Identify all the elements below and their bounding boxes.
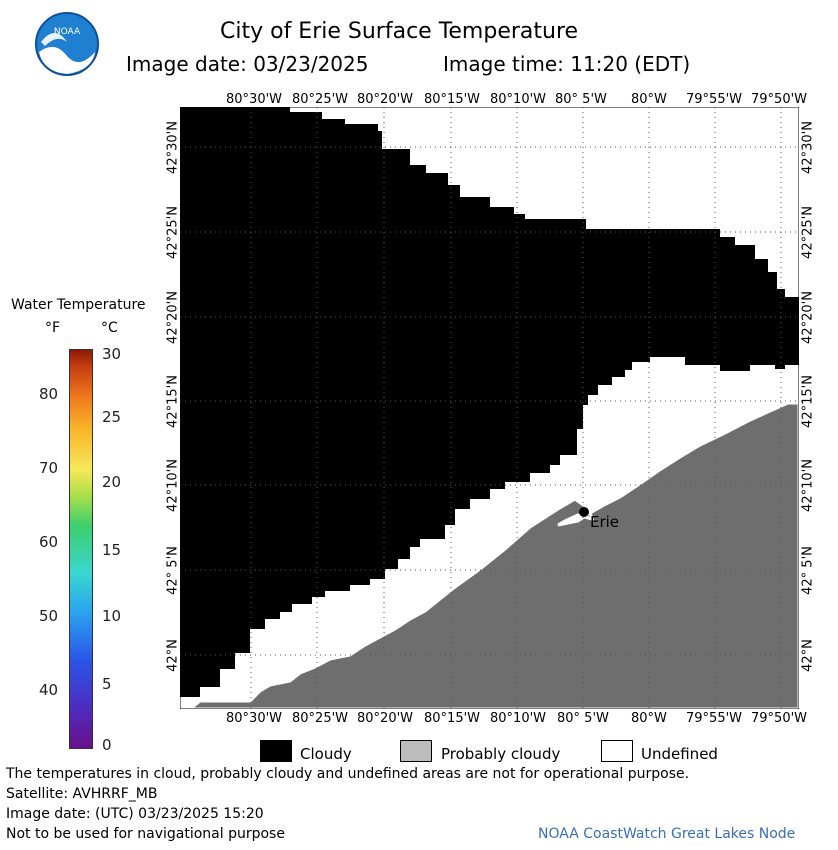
- graticule: [180, 107, 799, 709]
- footer-nav-warning: Not to be used for navigational purpose: [6, 826, 285, 842]
- lat-left-5: 42°10'N: [165, 459, 181, 512]
- lon-top-4: 80°15'W: [424, 92, 481, 107]
- image-time: Image time: 11:20 (EDT): [443, 52, 691, 76]
- f-tick-70: 70: [39, 459, 59, 477]
- footer-utc-date: Image date: (UTC) 03/23/2025 15:20: [6, 806, 264, 822]
- lat-right-3: 42°20'N: [800, 291, 816, 344]
- c-tick-5: 5: [102, 675, 112, 693]
- lon-top-1: 80°30'W: [226, 92, 283, 107]
- legend-label-probably-cloudy: Probably cloudy: [441, 745, 561, 763]
- colorbar-unit-f: °F: [45, 320, 61, 336]
- temperature-colorbar: [69, 349, 93, 749]
- legend-label-cloudy: Cloudy: [300, 745, 352, 763]
- land-area: [187, 401, 799, 709]
- f-tick-50: 50: [39, 607, 59, 625]
- lon-bottom-7: 80°W: [631, 711, 667, 726]
- lat-left-2: 42°25'N: [165, 206, 181, 259]
- lon-bottom-5: 80°10'W: [490, 711, 547, 726]
- c-tick-15: 15: [102, 541, 122, 559]
- colorbar-title: Water Temperature: [11, 297, 146, 313]
- page-title: City of Erie Surface Temperature: [220, 19, 579, 44]
- lat-left-1: 42°30'N: [165, 121, 181, 174]
- lon-bottom-2: 80°25'W: [292, 711, 349, 726]
- image-date: Image date: 03/23/2025: [126, 52, 369, 76]
- f-tick-60: 60: [39, 533, 59, 551]
- lon-top-5: 80°10'W: [490, 92, 547, 107]
- lat-left-7: 42°N: [165, 639, 181, 672]
- noaa-logo: NOAA: [35, 12, 99, 76]
- lat-left-6: 42° 5'N: [165, 546, 181, 595]
- legend-swatch-cloudy: [260, 740, 292, 762]
- legend-swatch-probably-cloudy: [400, 740, 432, 762]
- city-label-erie: Erie: [590, 513, 620, 531]
- lat-right-2: 42°25'N: [800, 206, 816, 259]
- erie-city-marker: [579, 507, 589, 517]
- c-tick-0: 0: [102, 736, 112, 754]
- lon-bottom-1: 80°30'W: [226, 711, 283, 726]
- footer-note: The temperatures in cloud, probably clou…: [6, 766, 690, 782]
- legend-swatch-undefined: [601, 740, 633, 762]
- lon-bottom-4: 80°15'W: [424, 711, 481, 726]
- lat-right-5: 42°10'N: [800, 459, 816, 512]
- f-tick-80: 80: [39, 385, 59, 403]
- lat-right-4: 42°15'N: [800, 375, 816, 428]
- lon-top-2: 80°25'W: [292, 92, 349, 107]
- c-tick-25: 25: [102, 408, 122, 426]
- lat-left-3: 42°20'N: [165, 291, 181, 344]
- f-tick-40: 40: [39, 681, 59, 699]
- lon-bottom-3: 80°20'W: [357, 711, 414, 726]
- map-panel: [180, 107, 799, 709]
- lat-left-4: 42°15'N: [165, 375, 181, 428]
- lon-top-8: 79°55'W: [686, 92, 743, 107]
- colorbar-unit-c: °C: [101, 320, 118, 336]
- lon-top-6: 80° 5'W: [555, 92, 607, 107]
- lat-right-1: 42°30'N: [800, 121, 816, 174]
- lon-bottom-8: 79°55'W: [686, 711, 743, 726]
- lon-top-9: 79°50'W: [751, 92, 808, 107]
- c-tick-10: 10: [102, 607, 122, 625]
- noaa-logo-icon: NOAA: [35, 12, 99, 76]
- lat-right-7: 42°N: [800, 639, 816, 672]
- cloud-area: [180, 107, 799, 697]
- lon-top-3: 80°20'W: [357, 92, 414, 107]
- lon-bottom-9: 79°50'W: [751, 711, 808, 726]
- c-tick-30: 30: [102, 345, 122, 363]
- svg-text:NOAA: NOAA: [54, 27, 81, 37]
- footer-satellite: Satellite: AVHRRF_MB: [6, 786, 158, 802]
- lat-right-6: 42° 5'N: [800, 546, 816, 595]
- legend-label-undefined: Undefined: [641, 745, 718, 763]
- footer-credit: NOAA CoastWatch Great Lakes Node: [538, 826, 796, 842]
- c-tick-20: 20: [102, 473, 122, 491]
- lon-bottom-6: 80° 5'W: [557, 711, 609, 726]
- lon-top-7: 80°W: [631, 92, 667, 107]
